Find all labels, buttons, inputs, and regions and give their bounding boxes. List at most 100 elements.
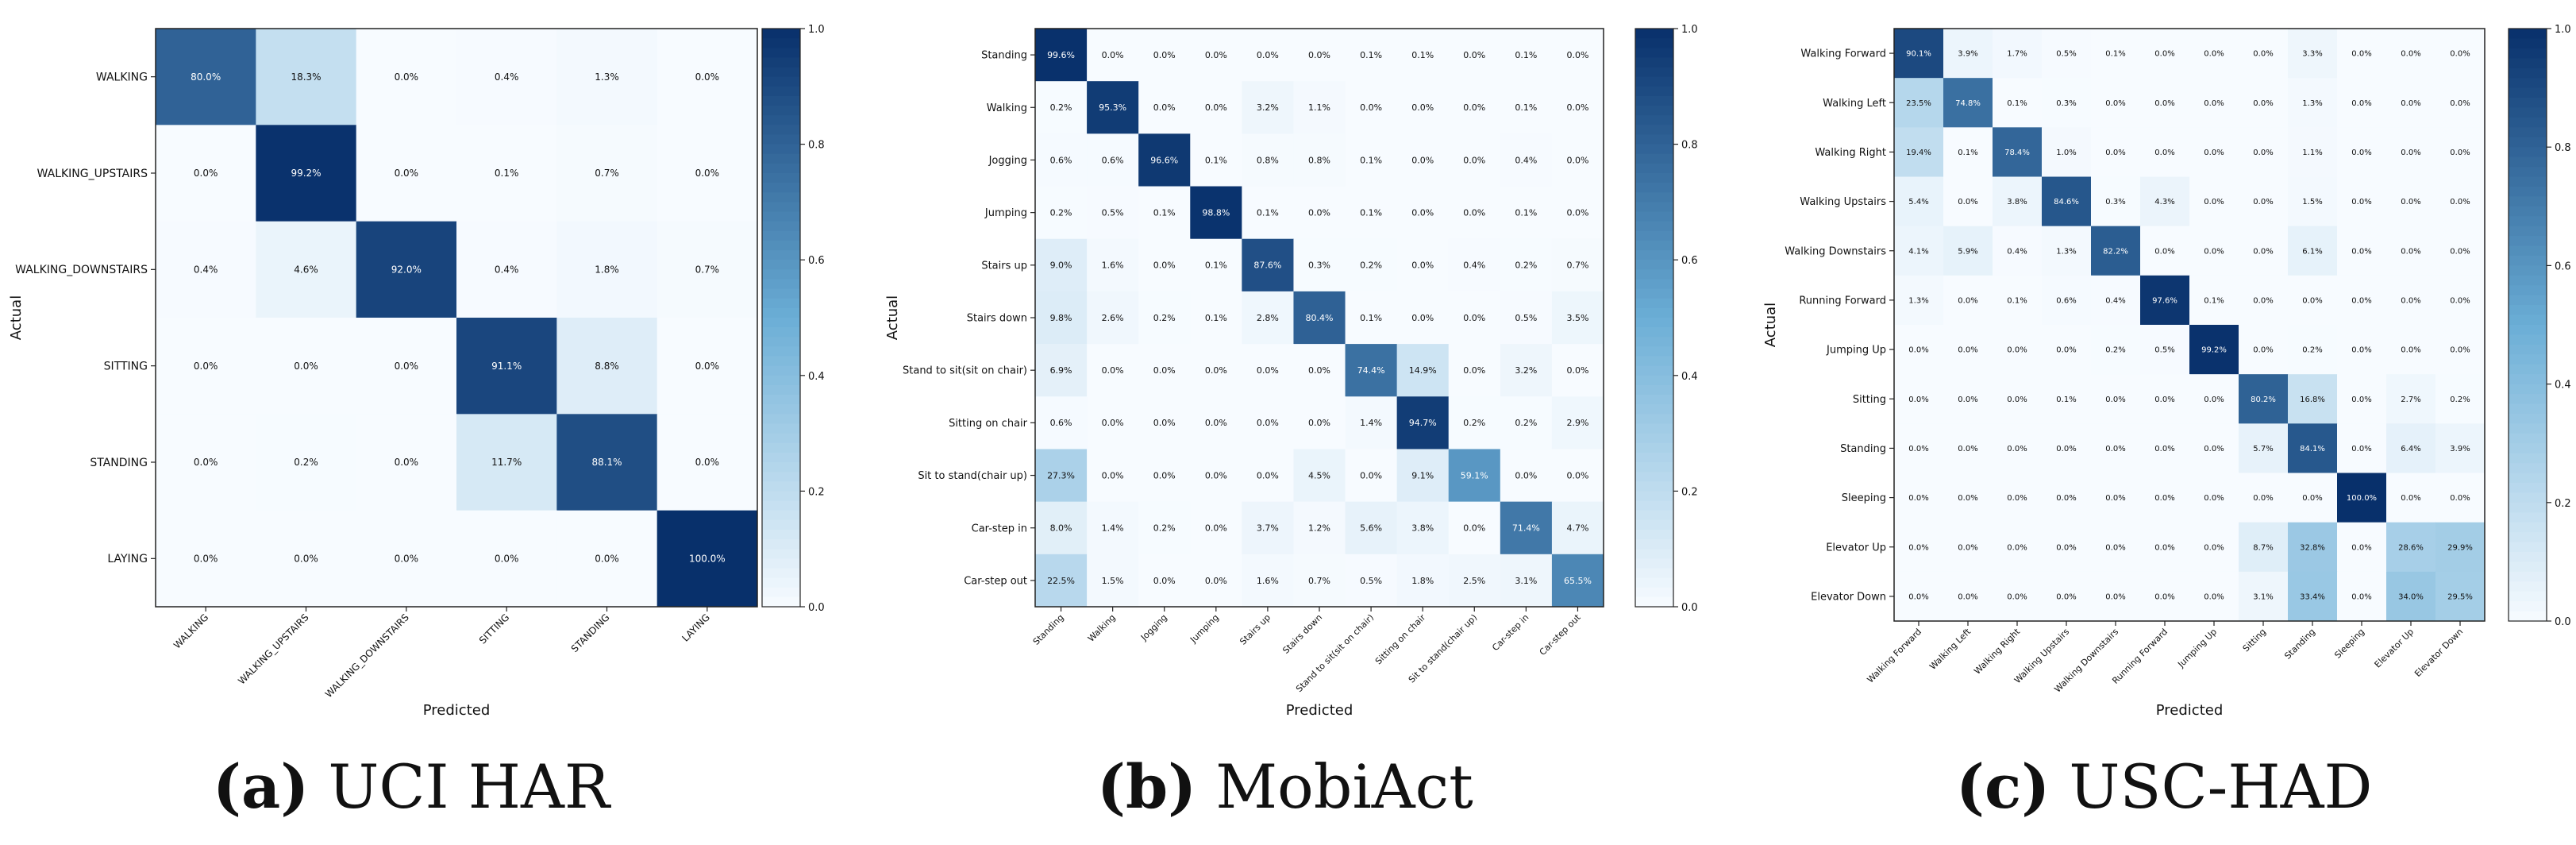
- mobiact-colorbar-segment: [1635, 288, 1673, 299]
- uci-har-cell-r0-c2: [356, 29, 457, 125]
- uci-har-colorbar-segment: [762, 414, 800, 425]
- mobiact-cell-label-r2-c0: 0.6%: [1050, 155, 1072, 165]
- usc-had-cell-label-r6-c6: 99.2%: [2201, 346, 2227, 355]
- usc-had-xtick-label-sleeping: Sleeping: [2332, 627, 2366, 661]
- usc-had-cell-r0-c10: [2386, 29, 2436, 79]
- usc-had-cell-label-r6-c0: 0.0%: [1908, 346, 1928, 355]
- usc-had-colorbar-segment: [2509, 384, 2547, 395]
- usc-had-colorbar-segment: [2509, 196, 2547, 207]
- mobiact-cell-label-r0-c0: 99.6%: [1047, 50, 1075, 60]
- uci-har-colorbar-segment: [762, 423, 800, 434]
- uci-har-cell-r5-c2: [356, 510, 457, 608]
- mobiact-cell-r0-c1: [1087, 29, 1139, 82]
- usc-had-cell-label-r5-c6: 0.1%: [2204, 296, 2224, 305]
- usc-had-colorbar-tick-label-2: 0.4: [2555, 380, 2571, 392]
- mobiact-colorbar-segment: [1635, 307, 1673, 318]
- usc-had-colorbar-segment: [2509, 275, 2547, 286]
- usc-had-cell-label-r6-c1: 0.0%: [1958, 346, 1977, 355]
- usc-had-cell-label-r10-c3: 0.0%: [2056, 543, 2076, 552]
- uci-har-colorbar-segment: [762, 327, 800, 338]
- mobiact-cell-r1-c3: [1190, 81, 1242, 134]
- usc-had-cell-r8-c9: [2337, 423, 2387, 473]
- usc-had-cell-label-r2-c6: 0.0%: [2204, 149, 2224, 157]
- usc-had-cell-r6-c6: [2189, 325, 2239, 375]
- mobiact-cell-r8-c10: [1551, 449, 1604, 503]
- mobiact-cell-label-r8-c8: 59.1%: [1461, 470, 1488, 480]
- mobiact-cell-r6-c1: [1087, 344, 1139, 397]
- usc-had-cell-label-r8-c3: 0.0%: [2056, 445, 2076, 453]
- uci-har-cell-label-r2-c3: 0.4%: [495, 264, 519, 276]
- mobiact-cell-label-r7-c7: 94.7%: [1409, 418, 1437, 428]
- mobiact-cell-label-r8-c7: 9.1%: [1411, 470, 1434, 480]
- usc-had-cell-label-r5-c4: 0.4%: [2105, 296, 2125, 305]
- mobiact-cell-r5-c5: [1293, 291, 1346, 345]
- uci-har-cell-r3-c0: [156, 318, 256, 415]
- mobiact-cell-label-r5-c0: 9.8%: [1050, 313, 1072, 323]
- usc-had-cell-label-r0-c2: 1.7%: [2007, 50, 2027, 59]
- uci-har-colorbar-segment: [762, 48, 800, 58]
- usc-had-colorbar-segment: [2509, 532, 2547, 543]
- usc-had-cell-label-r5-c7: 0.0%: [2253, 296, 2273, 305]
- mobiact-cell-label-r5-c3: 0.1%: [1205, 313, 1227, 323]
- uci-har-cell-label-r3-c5: 0.0%: [695, 361, 720, 372]
- mobiact-cell-r5-c9: [1500, 291, 1553, 345]
- mobiact-cell-r7-c7: [1396, 396, 1450, 450]
- uci-har-cell-label-r0-c5: 0.0%: [695, 71, 720, 83]
- usc-had-ytick-label-sitting: Sitting: [1853, 394, 1886, 406]
- mobiact-cell-r4-c0: [1035, 238, 1088, 292]
- usc-had-plot-frame: [1893, 28, 2486, 622]
- mobiact-ytick-label-stairs-down: Stairs down: [967, 313, 1027, 325]
- mobiact-cell-label-r9-c1: 1.4%: [1102, 523, 1124, 534]
- uci-har-cell-r4-c5: [657, 414, 758, 511]
- usc-had-colorbar-segment: [2509, 68, 2547, 79]
- usc-had-cell-label-r2-c11: 0.0%: [2450, 149, 2470, 157]
- mobiact-ytick-label-car-step-out: Car-step out: [964, 575, 1027, 587]
- mobiact-cell-r2-c10: [1551, 133, 1604, 187]
- usc-had-colorbar-segment: [2509, 354, 2547, 365]
- uci-har-colorbar-segment: [762, 577, 800, 588]
- mobiact-cell-label-r7-c0: 0.6%: [1050, 418, 1072, 428]
- usc-had-cell-r7-c4: [2091, 374, 2141, 424]
- usc-had-colorbar-segment: [2509, 265, 2547, 276]
- uci-har-cell-label-r5-c4: 0.0%: [595, 554, 619, 565]
- usc-had-cell-label-r1-c0: 23.5%: [1906, 99, 1931, 108]
- mobiact-cell-label-r4-c1: 1.6%: [1102, 260, 1124, 271]
- usc-had-cell-r11-c10: [2386, 571, 2436, 622]
- mobiact-cell-label-r3-c3: 98.8%: [1202, 207, 1230, 218]
- usc-had-cell-r3-c11: [2435, 176, 2486, 227]
- mobiact-cell-r5-c10: [1551, 291, 1604, 345]
- mobiact-cell-label-r9-c4: 3.7%: [1257, 523, 1279, 534]
- usc-had-cell-label-r3-c6: 0.0%: [2204, 198, 2224, 206]
- usc-had-cell-label-r5-c9: 0.0%: [2351, 296, 2371, 305]
- usc-had-cell-label-r9-c8: 0.0%: [2302, 494, 2322, 503]
- usc-had-cell-label-r11-c5: 0.0%: [2154, 592, 2174, 601]
- mobiact-colorbar-segment: [1635, 519, 1673, 531]
- mobiact-cell-r9-c0: [1035, 501, 1088, 555]
- uci-har-cell-label-r0-c1: 18.3%: [291, 71, 321, 83]
- usc-had-cell-label-r5-c1: 0.0%: [1958, 296, 1977, 305]
- uci-har-cell-r4-c4: [556, 414, 658, 511]
- mobiact-cell-r10-c5: [1293, 554, 1346, 608]
- usc-had-cell-r2-c6: [2189, 127, 2239, 177]
- usc-had-cell-label-r2-c3: 1.0%: [2056, 149, 2076, 157]
- usc-had-cell-label-r0-c8: 3.3%: [2302, 50, 2322, 59]
- uci-har-cell-label-r1-c1: 99.2%: [291, 168, 321, 179]
- usc-had-cell-label-r5-c10: 0.0%: [2401, 296, 2420, 305]
- uci-har-colorbar-segment: [762, 442, 800, 453]
- usc-had-colorbar-segment: [2509, 611, 2547, 622]
- usc-had-cell-label-r4-c9: 0.0%: [2351, 247, 2371, 256]
- uci-har-cell-r5-c3: [456, 510, 557, 608]
- mobiact-cell-r3-c8: [1448, 186, 1501, 240]
- usc-had-cell-label-r0-c10: 0.0%: [2401, 50, 2420, 59]
- uci-har-colorbar-segment: [762, 250, 800, 260]
- mobiact-cell-r1-c0: [1035, 81, 1088, 134]
- usc-had-cell-label-r5-c3: 0.6%: [2056, 296, 2076, 305]
- uci-har-colorbar-segment: [762, 510, 800, 521]
- usc-had-ytick-label-walking-forward: Walking Forward: [1800, 48, 1886, 60]
- mobiact-cell-r7-c0: [1035, 396, 1088, 450]
- mobiact-cell-r8-c5: [1293, 449, 1346, 503]
- usc-had-cell-r8-c8: [2288, 423, 2338, 473]
- mobiact-cell-r1-c6: [1345, 81, 1398, 134]
- mobiact-cell-r6-c8: [1448, 344, 1501, 397]
- usc-had-cell-label-r11-c8: 33.4%: [2300, 592, 2325, 601]
